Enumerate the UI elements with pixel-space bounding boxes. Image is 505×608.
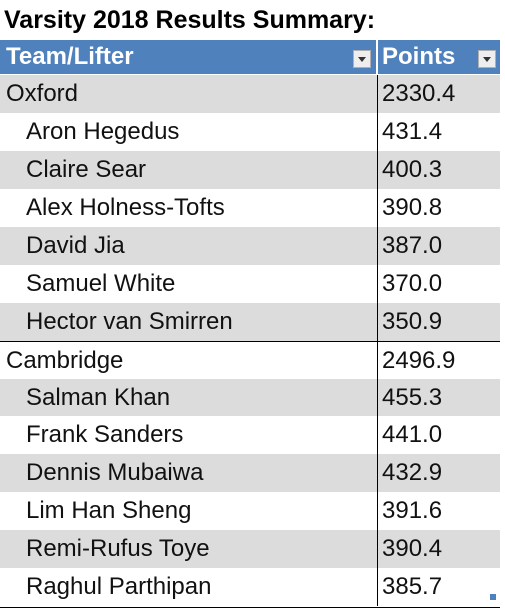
header-team-lifter-label: Team/Lifter — [6, 43, 134, 70]
lifter-name-cell[interactable]: Lim Han Sheng — [0, 492, 378, 530]
points-cell[interactable]: 441.0 — [378, 416, 500, 454]
points-cell[interactable]: 370.0 — [378, 265, 500, 303]
lifter-name-cell[interactable]: Remi-Rufus Toye — [0, 530, 378, 568]
lifter-row[interactable]: Salman Khan 455.3 — [0, 379, 500, 417]
header-points-label: Points — [382, 43, 455, 70]
team-name-cell[interactable]: Cambridge — [0, 342, 378, 379]
points-cell[interactable]: 350.9 — [378, 303, 500, 341]
table-body: Oxford 2330.4 Aron Hegedus 431.4 Claire Sear… — [0, 75, 500, 606]
lifter-name-cell[interactable]: Samuel White — [0, 265, 378, 303]
lifter-row[interactable]: Hector van Smirren 350.9 — [0, 303, 500, 341]
points-cell[interactable]: 432.9 — [378, 454, 500, 492]
results-table: Team/Lifter Points Oxford 2330.4 Aron Hege… — [0, 40, 500, 606]
table-header: Team/Lifter Points — [0, 40, 500, 75]
lifter-row[interactable]: Lim Han Sheng 391.6 — [0, 492, 500, 530]
team-row[interactable]: Oxford 2330.4 — [0, 75, 500, 113]
lifter-row[interactable]: Raghul Parthipan 385.7 — [0, 568, 500, 606]
points-cell[interactable]: 390.8 — [378, 189, 500, 227]
points-cell[interactable]: 431.4 — [378, 113, 500, 151]
table-resize-handle[interactable] — [490, 594, 496, 600]
lifter-row[interactable]: Aron Hegedus 431.4 — [0, 113, 500, 151]
lifter-row[interactable]: Alex Holness-Tofts 390.8 — [0, 189, 500, 227]
lifter-name-cell[interactable]: Hector van Smirren — [0, 303, 378, 341]
lifter-name-cell[interactable]: Dennis Mubaiwa — [0, 454, 378, 492]
points-cell[interactable]: 387.0 — [378, 227, 500, 265]
team-row[interactable]: Cambridge 2496.9 — [0, 341, 500, 379]
points-cell[interactable]: 2330.4 — [378, 75, 500, 113]
lifter-row[interactable]: Samuel White 370.0 — [0, 265, 500, 303]
lifter-name-cell[interactable]: Claire Sear — [0, 151, 378, 189]
lifter-row[interactable]: Remi-Rufus Toye 390.4 — [0, 530, 500, 568]
lifter-name-cell[interactable]: David Jia — [0, 227, 378, 265]
lifter-row[interactable]: David Jia 387.0 — [0, 227, 500, 265]
team-name-cell[interactable]: Oxford — [0, 75, 378, 113]
points-cell[interactable]: 391.6 — [378, 492, 500, 530]
lifter-name-cell[interactable]: Aron Hegedus — [0, 113, 378, 151]
lifter-row[interactable]: Claire Sear 400.3 — [0, 151, 500, 189]
points-cell[interactable]: 2496.9 — [378, 342, 500, 379]
filter-dropdown-icon[interactable] — [353, 50, 371, 68]
lifter-row[interactable]: Dennis Mubaiwa 432.9 — [0, 454, 500, 492]
lifter-name-cell[interactable]: Raghul Parthipan — [0, 568, 378, 606]
points-cell[interactable]: 385.7 — [378, 568, 500, 606]
header-points: Points — [378, 40, 500, 74]
points-cell[interactable]: 390.4 — [378, 530, 500, 568]
lifter-name-cell[interactable]: Alex Holness-Tofts — [0, 189, 378, 227]
header-team-lifter: Team/Lifter — [0, 40, 378, 74]
filter-dropdown-icon[interactable] — [478, 50, 496, 68]
sheet-title: Varsity 2018 Results Summary: — [4, 3, 375, 37]
lifter-row[interactable]: Frank Sanders 441.0 — [0, 416, 500, 454]
lifter-name-cell[interactable]: Salman Khan — [0, 379, 378, 417]
lifter-name-cell[interactable]: Frank Sanders — [0, 416, 378, 454]
points-cell[interactable]: 455.3 — [378, 379, 500, 417]
points-cell[interactable]: 400.3 — [378, 151, 500, 189]
